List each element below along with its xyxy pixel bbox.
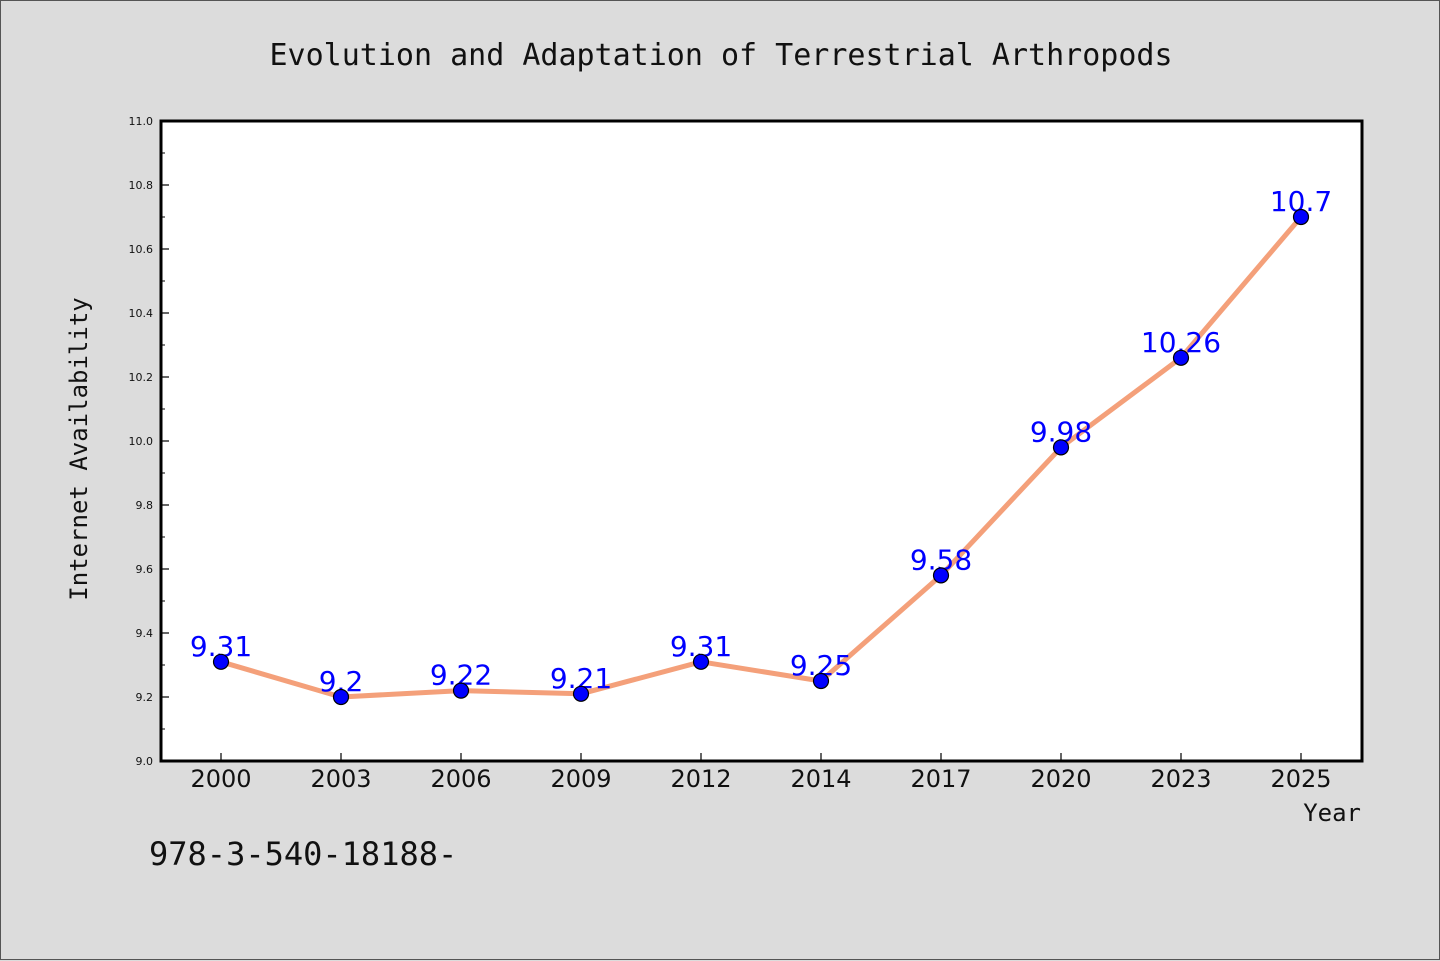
- x-tick-label: 2000: [190, 765, 251, 793]
- y-axis-label: Internet Availability: [65, 297, 93, 600]
- series-line: [218, 214, 1304, 700]
- y-tick-label: 10.6: [129, 243, 154, 256]
- footnote-text: 978-3-540-18188-: [149, 835, 457, 873]
- y-tick-label: 9.8: [136, 499, 154, 512]
- y-tick-label: 11.0: [129, 115, 154, 128]
- data-point-marker: [1172, 349, 1190, 366]
- x-tick-label: 2009: [550, 765, 611, 793]
- data-point-marker: [692, 653, 710, 670]
- data-point-marker: [332, 688, 350, 706]
- chart-title: Evolution and Adaptation of Terrestrial …: [269, 38, 1172, 73]
- y-tick-label: 10.0: [129, 435, 154, 448]
- x-tick-label: 2023: [1150, 765, 1211, 793]
- y-tick-label: 10.4: [129, 307, 154, 320]
- x-tick-label: 2025: [1270, 765, 1331, 793]
- y-tick-label: 10.8: [129, 179, 154, 192]
- x-tick-label: 2020: [1030, 765, 1091, 793]
- x-tick-label: 2014: [790, 765, 851, 793]
- x-tick-label: 2003: [310, 765, 371, 793]
- x-tick-label: 2017: [910, 765, 971, 793]
- data-point-marker: [572, 685, 590, 702]
- y-tick-label: 9.0: [136, 755, 154, 768]
- plot-area: [161, 121, 1362, 761]
- data-point-marker: [1292, 208, 1310, 226]
- plot-border: [159, 119, 1364, 763]
- data-point-marker: [812, 672, 830, 690]
- y-tick-label: 10.2: [129, 371, 154, 384]
- x-tick-label: 2012: [670, 765, 731, 793]
- data-point-marker: [212, 653, 230, 670]
- data-point-marker: [452, 682, 470, 699]
- data-point-marker: [932, 567, 950, 584]
- y-tick-label: 9.4: [136, 627, 154, 640]
- y-tick-label: 9.6: [136, 563, 154, 576]
- y-tick-label: 9.2: [136, 691, 154, 704]
- axis-ticks: 9.0 9.2 9.4 9.6 9.8 10.0 10.2 10.4 10.6 10.8 11.0 2…: [129, 115, 1332, 793]
- x-tick-label: 2006: [430, 765, 491, 793]
- data-point-marker: [1052, 439, 1070, 456]
- x-axis-label: Year: [1303, 799, 1361, 827]
